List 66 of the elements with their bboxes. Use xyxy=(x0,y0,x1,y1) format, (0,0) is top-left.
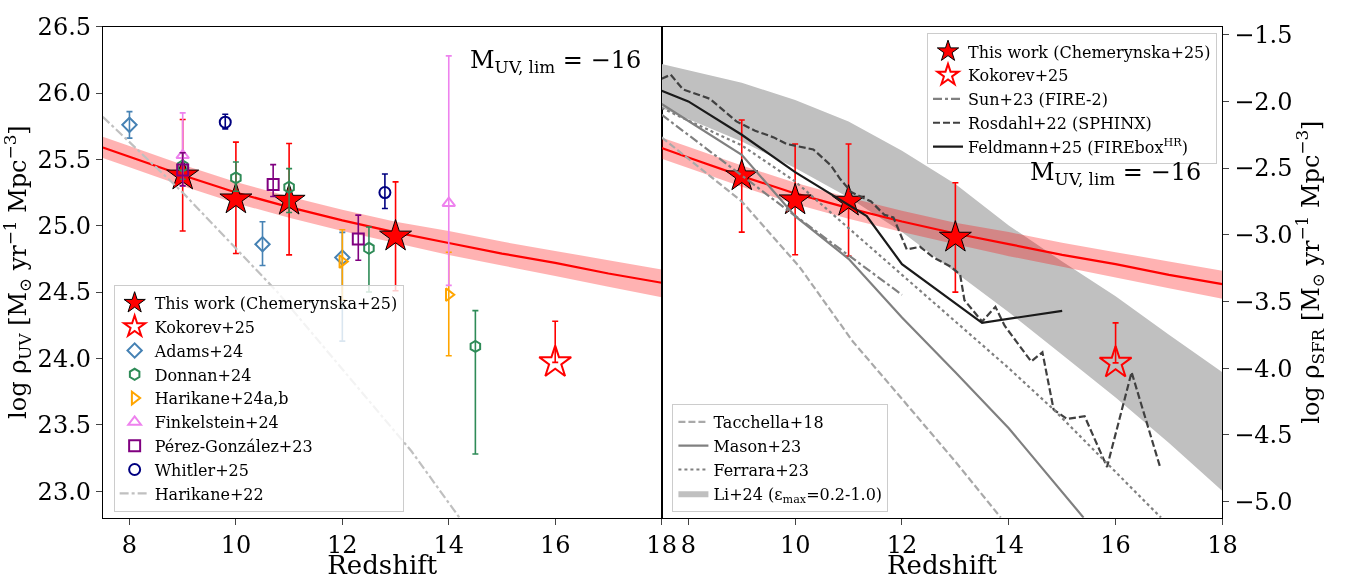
point xyxy=(230,171,242,185)
x-tick-label: 14 xyxy=(433,531,465,560)
point xyxy=(538,344,573,377)
x-tick-label: 16 xyxy=(539,531,571,560)
legend-label: Ferrara+23 xyxy=(713,460,809,480)
point xyxy=(266,178,280,192)
point xyxy=(121,116,138,133)
x-tick-label: 14 xyxy=(993,531,1025,560)
point xyxy=(175,148,191,160)
y2-tick-label: −2.0 xyxy=(1234,87,1293,116)
legend-label: Whitler+25 xyxy=(154,460,249,480)
y2-tick-label: −3.0 xyxy=(1234,221,1293,250)
legend-label: This work (Chemerynska+25) xyxy=(968,42,1211,62)
x-tick-label: 16 xyxy=(1100,531,1131,560)
legend-label: Li+24 (ε$_{max}$=0.2-1.0) xyxy=(713,484,883,506)
point xyxy=(469,339,482,353)
legend-label: Tacchella+18 xyxy=(713,413,824,433)
legend-label: Pérez-González+23 xyxy=(154,436,313,456)
y-tick-label: 23.5 xyxy=(37,411,92,440)
legend-label: Kokorev+25 xyxy=(154,317,256,337)
legend-label: Finkelstein+24 xyxy=(154,413,279,433)
point xyxy=(283,180,295,194)
y-tick-label: 24.5 xyxy=(37,278,92,307)
y-tick-label: 26.0 xyxy=(37,79,92,108)
y2-tick-label: −3.5 xyxy=(1234,287,1293,316)
point xyxy=(176,159,189,173)
point xyxy=(778,182,812,215)
point xyxy=(334,249,351,266)
legend-label: Sun+23 (FIRE-2) xyxy=(968,90,1108,110)
point xyxy=(379,219,413,251)
y2-tick-label: −4.0 xyxy=(1234,354,1293,383)
y2-tick-label: −1.5 xyxy=(1234,21,1293,50)
x-tick-label: 8 xyxy=(121,531,138,560)
x-tick-label: 10 xyxy=(220,531,252,560)
point xyxy=(254,236,271,253)
y2-tick-label: −2.5 xyxy=(1234,154,1293,183)
point xyxy=(378,186,392,200)
y2-tick-label: −5.0 xyxy=(1234,488,1293,517)
legend-label: Donnan+24 xyxy=(154,365,252,385)
point xyxy=(351,232,365,246)
y-tick-label: 23.0 xyxy=(37,477,92,506)
legend-label: Adams+24 xyxy=(153,341,244,361)
point xyxy=(338,254,349,269)
legend-label: Rosdahl+22 (SPHINX) xyxy=(968,113,1152,133)
y-tick-label: 25.5 xyxy=(37,145,92,174)
x-tick-label: 18 xyxy=(1207,531,1238,560)
point xyxy=(725,158,759,191)
legend-label: Mason+23 xyxy=(713,436,802,456)
x-tick-label: 10 xyxy=(779,531,811,560)
point xyxy=(363,241,375,255)
x-tick-label: 8 xyxy=(680,531,696,560)
y-tick-label: 26.5 xyxy=(37,13,92,42)
annotation: M$_{UV, lim}$ = −16 xyxy=(470,46,642,78)
legend-label: Feldmann+25 (FIREbox$^{HR}$) xyxy=(968,136,1188,157)
legend-label: This work (Chemerynska+25) xyxy=(154,294,398,314)
y-tick-label: 25.0 xyxy=(37,212,92,241)
legend-label: Kokorev+25 xyxy=(968,66,1069,86)
point xyxy=(219,181,253,214)
annotation: M$_{UV, lim}$ = −16 xyxy=(1030,158,1202,190)
point xyxy=(1098,345,1133,378)
x-tick-label: 18 xyxy=(646,531,677,560)
legend-label: Harikane+24a,b xyxy=(154,389,289,409)
legend-label: Harikane+22 xyxy=(154,484,264,504)
point xyxy=(938,220,972,252)
y2-tick-label: −4.5 xyxy=(1234,421,1293,450)
y-tick-label: 24.0 xyxy=(37,344,92,373)
